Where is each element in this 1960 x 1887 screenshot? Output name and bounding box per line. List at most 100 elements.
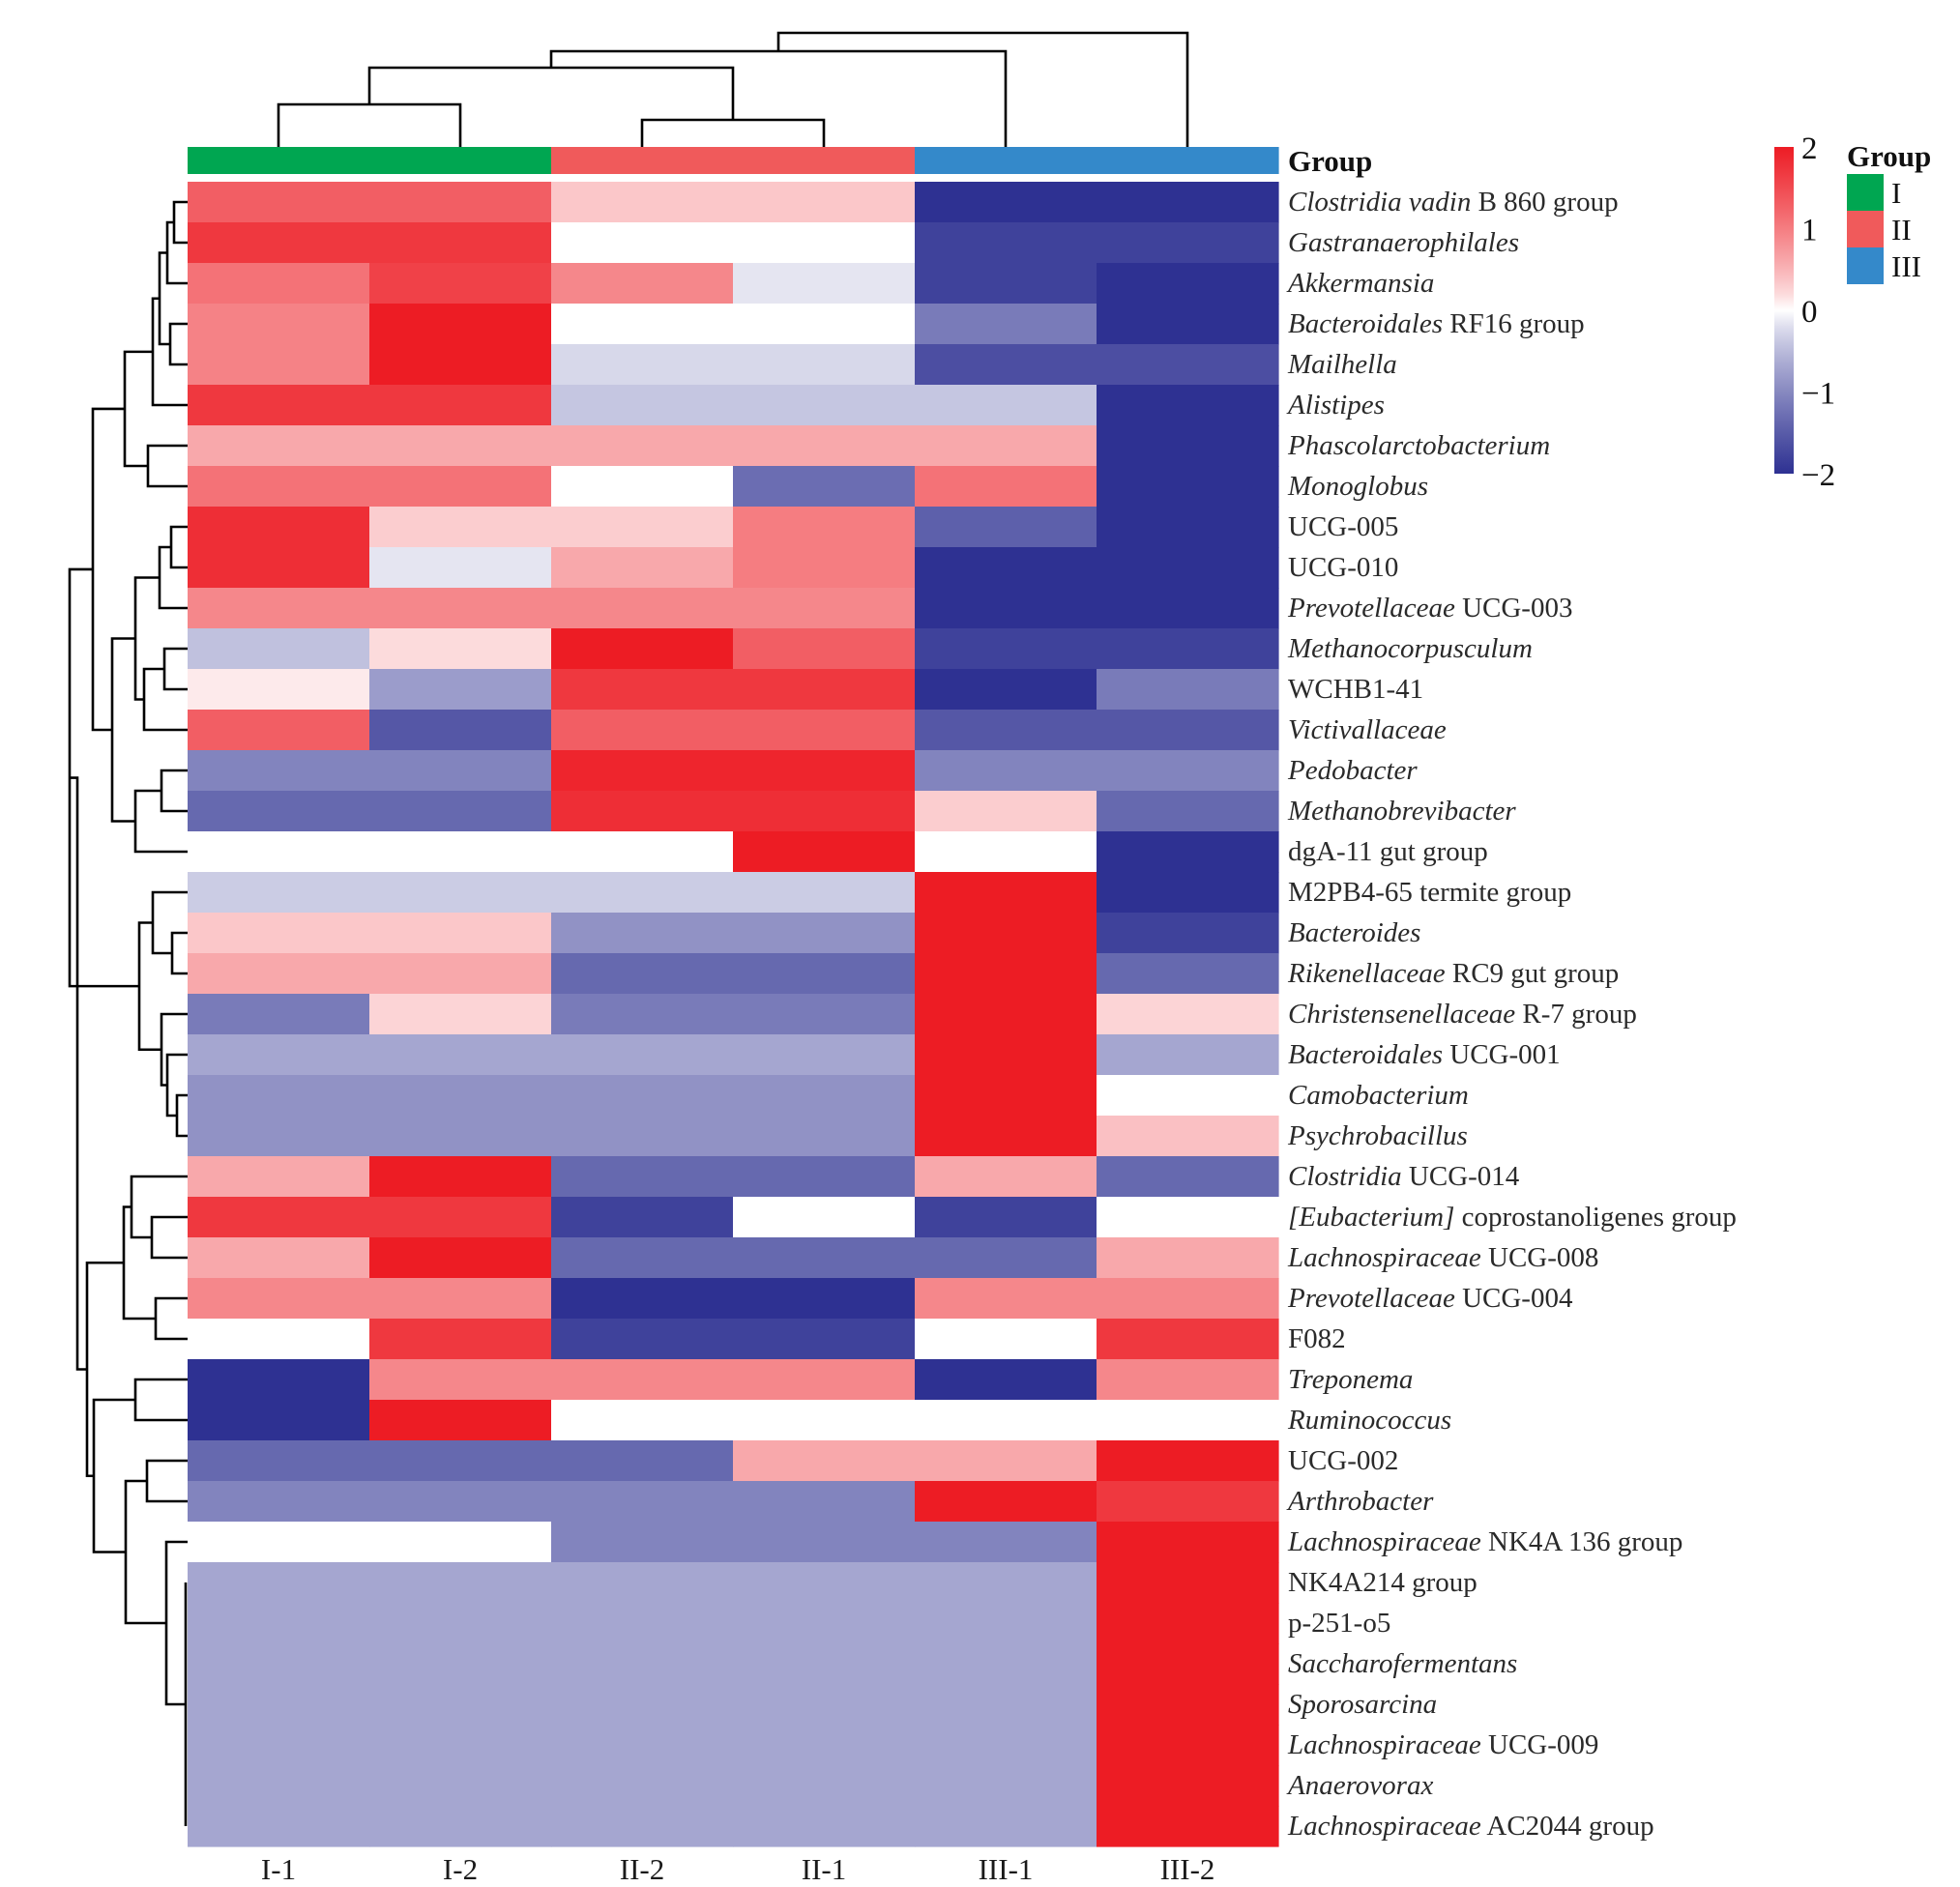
heatmap-cell [1097, 872, 1279, 914]
colorbar-tick-label: 0 [1801, 295, 1818, 330]
group-legend-title: Group [1847, 139, 1931, 173]
heatmap-cell [1097, 425, 1279, 467]
heatmap-cell [369, 425, 552, 467]
colorbar-tick-label: −1 [1801, 377, 1835, 412]
heatmap-cell [915, 344, 1097, 386]
colorbar-tick-label: −2 [1801, 458, 1835, 493]
dendrogram-branch [110, 637, 135, 823]
heatmap-cell [551, 1197, 734, 1238]
dendrogram-branch [158, 251, 170, 346]
heatmap-cell [551, 304, 734, 345]
row-label: NK4A214 group [1288, 1567, 1477, 1598]
heatmap-cell [188, 1562, 370, 1604]
dendrogram-branch [146, 444, 188, 488]
heatmap-cell [369, 547, 552, 589]
heatmap-cell [1097, 1522, 1279, 1563]
heatmap-cell [915, 547, 1097, 589]
heatmap-cell [915, 1034, 1097, 1076]
heatmap-cell [733, 1522, 916, 1563]
heatmap-cell [915, 913, 1097, 954]
column-label: I-1 [261, 1852, 296, 1886]
heatmap-cell [551, 547, 734, 589]
heatmap-cell [551, 953, 734, 995]
row-label: UCG-010 [1288, 552, 1398, 583]
heatmap-cell [733, 1440, 916, 1482]
row-label: [Eubacterium] coprostanoligenes group [1288, 1202, 1737, 1233]
heatmap-cell [915, 710, 1097, 751]
heatmap-cell [369, 1278, 552, 1320]
heatmap-cell [188, 1603, 370, 1644]
heatmap-cell [733, 344, 916, 386]
heatmap-cell [369, 831, 552, 873]
heatmap-cell [1097, 913, 1279, 954]
heatmap-cell [733, 1562, 916, 1604]
row-label: dgA-11 gut group [1288, 836, 1488, 867]
heatmap-cell [188, 1440, 370, 1482]
heatmap-cell [551, 1359, 734, 1401]
row-label: Anaerovorax [1286, 1770, 1433, 1801]
heatmap-cell [733, 1197, 916, 1238]
heatmap-cell [733, 385, 916, 426]
heatmap-cell [1097, 791, 1279, 832]
column-dendrogram [277, 31, 1189, 147]
heatmap-cell [551, 1522, 734, 1563]
row-label: Sporosarcina [1288, 1689, 1437, 1720]
group-bar-segment [1097, 147, 1279, 174]
heatmap-cell [188, 669, 370, 711]
heatmap-cell [915, 831, 1097, 873]
heatmap-cell [188, 1156, 370, 1198]
heatmap-cell [1097, 628, 1279, 670]
dendrogram-branch [70, 776, 87, 1371]
heatmap-cell [188, 1237, 370, 1279]
heatmap-cell [915, 1075, 1097, 1117]
heatmap-cell [733, 1116, 916, 1157]
row-label: Phascolarctobacterium [1287, 430, 1550, 461]
heatmap-cell [733, 1400, 916, 1441]
dendrogram-branch [170, 931, 188, 975]
heatmap-cell [551, 1278, 734, 1320]
column-labels: I-1 I-2 II-2 II-1 III-1 III-2 [261, 1852, 1214, 1886]
heatmap-cell [915, 1400, 1097, 1441]
heatmap-cell [369, 1603, 552, 1644]
heatmap-cell [369, 1643, 552, 1685]
heatmap-cell [551, 1400, 734, 1441]
heatmap-cell [1097, 1034, 1279, 1076]
heatmap-cell [733, 1643, 916, 1685]
heatmap-cell [369, 710, 552, 751]
heatmap-cell [551, 182, 734, 223]
heatmap-cell [1097, 1156, 1279, 1198]
heatmap-cell [551, 831, 734, 873]
heatmap-cell [369, 1725, 552, 1766]
heatmap-cell [915, 304, 1097, 345]
heatmap-cell [1097, 1643, 1279, 1685]
heatmap-cell [1097, 1359, 1279, 1401]
heatmap-cell [915, 628, 1097, 670]
group-annotation-bar [188, 147, 1279, 174]
heatmap-cell [551, 588, 734, 629]
heatmap-cell [1097, 831, 1279, 873]
group-legend-swatch [1847, 247, 1884, 284]
heatmap-cell [551, 1319, 734, 1360]
heatmap-cell [733, 466, 916, 508]
heatmap-cell [551, 222, 734, 264]
heatmap-cell [1097, 1806, 1279, 1847]
heatmap-cell [1097, 385, 1279, 426]
heatmap-cell [733, 628, 916, 670]
heatmap-cell [915, 750, 1097, 792]
heatmap-cell [733, 669, 916, 711]
heatmap-cell [915, 1156, 1097, 1198]
row-label: Victivallaceae [1288, 714, 1447, 745]
heatmap-cell [733, 588, 916, 629]
heatmap-cell [551, 710, 734, 751]
heatmap-cell [551, 994, 734, 1035]
heatmap-cell [369, 1156, 552, 1198]
row-label: Rikenellaceae RC9 gut group [1287, 958, 1619, 989]
row-label: Lachnospiraceae NK4A 136 group [1287, 1526, 1682, 1557]
group-legend-label: III [1891, 249, 1921, 283]
heatmap-cell [551, 1116, 734, 1157]
heatmap-cell [369, 1440, 552, 1482]
heatmap-cell [1097, 1725, 1279, 1766]
heatmap-cell [188, 1278, 370, 1320]
dendrogram-branch [145, 1459, 188, 1503]
heatmap-cell [188, 1481, 370, 1523]
